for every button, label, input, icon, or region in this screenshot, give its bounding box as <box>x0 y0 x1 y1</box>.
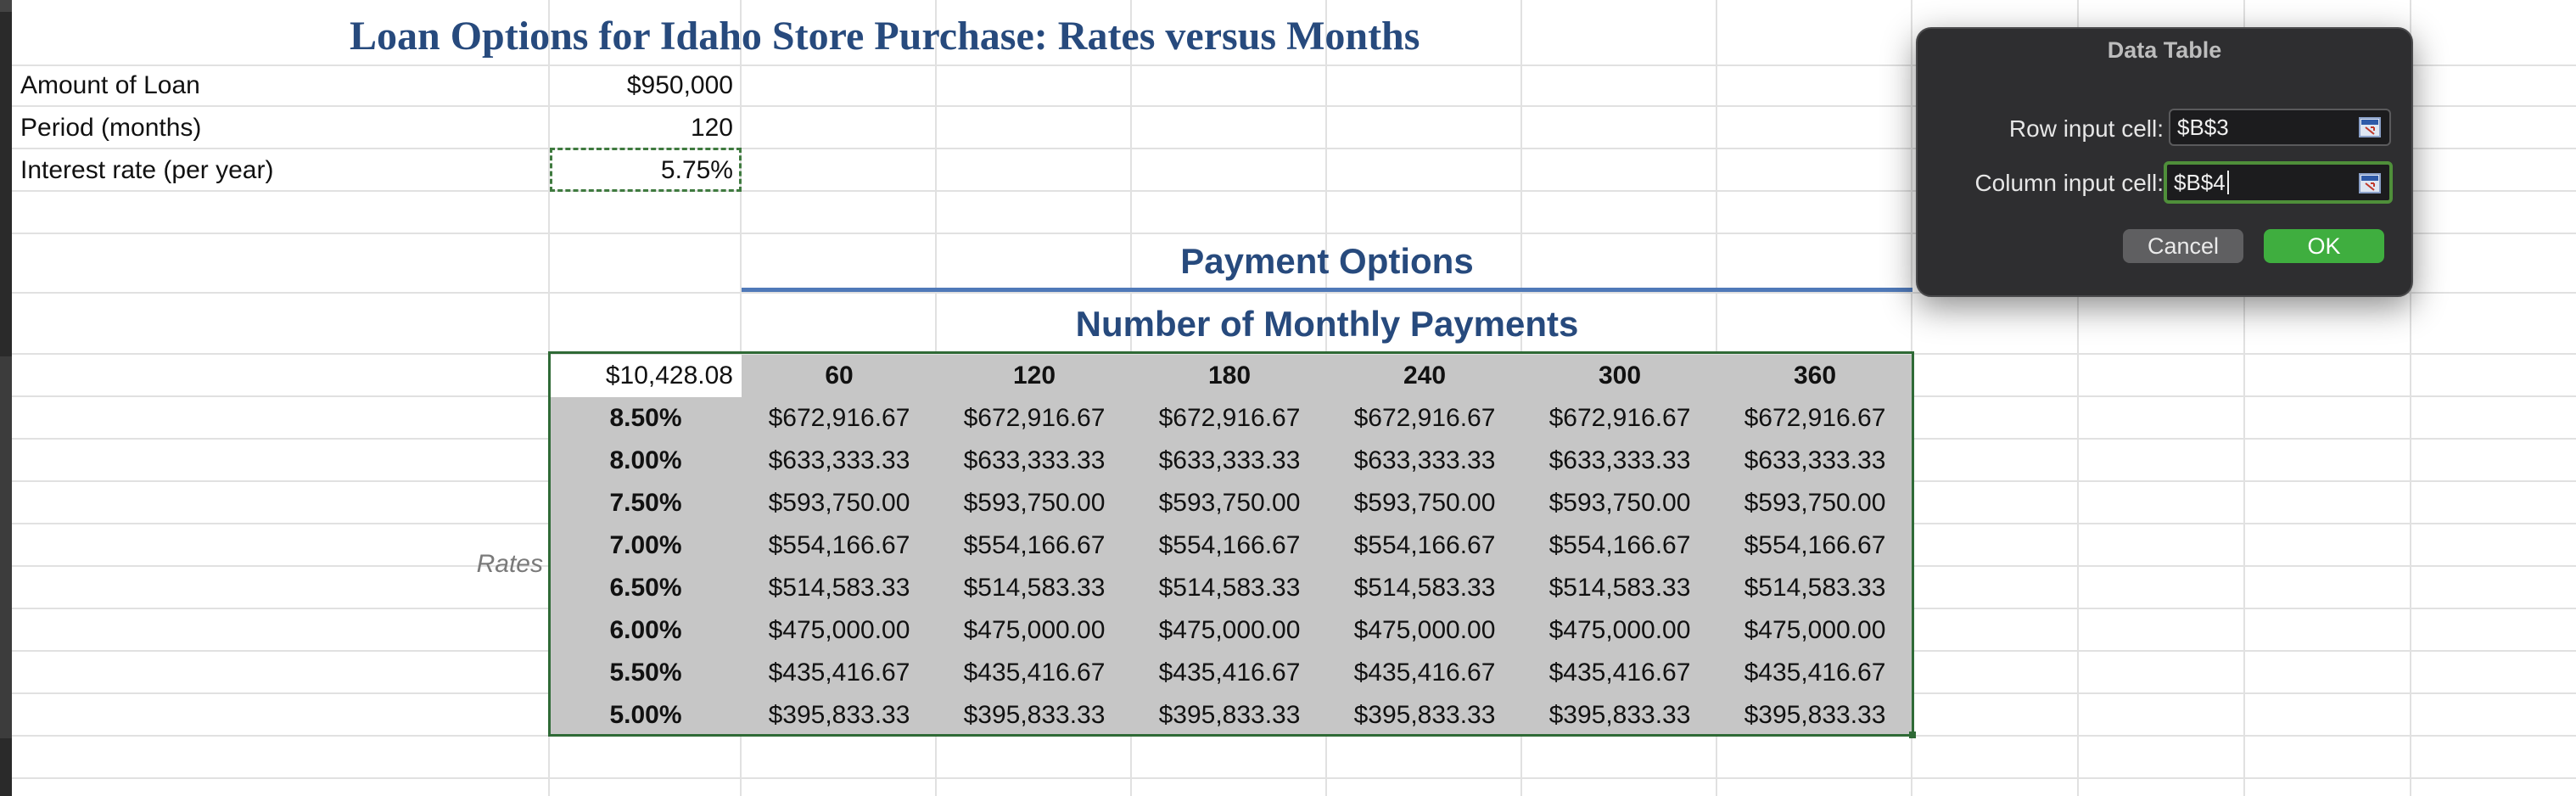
payment-cell[interactable]: $633,333.33 <box>768 446 910 474</box>
payment-options-heading: Payment Options <box>1180 241 1474 281</box>
rate-cell[interactable]: 6.00% <box>609 616 682 644</box>
table-fill <box>742 355 1912 735</box>
column-input-label: Column input cell: <box>1974 170 2164 196</box>
dialog-title: Data Table <box>2107 37 2222 63</box>
payment-cell[interactable]: $395,833.33 <box>963 701 1106 729</box>
row-input-field[interactable]: $B$3 <box>2169 109 2391 146</box>
range-picker-icon[interactable] <box>2359 117 2381 137</box>
rate-cell[interactable]: 7.50% <box>609 489 682 517</box>
payment-cell[interactable]: $395,833.33 <box>1744 701 1886 729</box>
rate-column-fill <box>550 397 742 735</box>
payment-cell[interactable]: $672,916.67 <box>1744 404 1886 432</box>
payment-cell[interactable]: $633,333.33 <box>1744 446 1886 474</box>
payment-cell[interactable]: $395,833.33 <box>1158 701 1301 729</box>
payment-cell[interactable]: $435,416.67 <box>1158 659 1301 687</box>
payment-cell[interactable]: $672,916.67 <box>963 404 1106 432</box>
rates-axis-label: Rates <box>476 550 543 578</box>
payment-cell[interactable]: $672,916.67 <box>1548 404 1691 432</box>
range-picker-icon[interactable] <box>2359 173 2381 193</box>
payment-cell[interactable]: $475,000.00 <box>768 616 910 644</box>
payment-cell[interactable]: $435,416.67 <box>1548 659 1691 687</box>
column-input-field[interactable]: $B$4 <box>2164 161 2393 204</box>
loan-amount-label[interactable]: Amount of Loan <box>20 71 200 99</box>
payment-cell[interactable]: $435,416.67 <box>963 659 1106 687</box>
period-value[interactable]: 120 <box>690 114 733 142</box>
text-cursor <box>2226 171 2229 194</box>
month-header[interactable]: 180 <box>1207 362 1252 390</box>
data-table-dialog: Data Table Row input cell: $B$3 Column i… <box>1916 27 2413 297</box>
monthly-payments-heading: Number of Monthly Payments <box>1075 304 1579 344</box>
payment-cell[interactable]: $554,166.67 <box>963 531 1106 559</box>
payment-cell[interactable]: $514,583.33 <box>1744 574 1886 602</box>
payment-cell[interactable]: $633,333.33 <box>963 446 1106 474</box>
payment-cell[interactable]: $475,000.00 <box>1548 616 1691 644</box>
rate-cell[interactable]: 8.00% <box>609 446 682 474</box>
payment-cell[interactable]: $593,750.00 <box>768 489 910 517</box>
fill-handle[interactable] <box>1909 732 1916 738</box>
month-header[interactable]: 300 <box>1598 362 1642 390</box>
payment-cell[interactable]: $475,000.00 <box>1353 616 1496 644</box>
cancel-button[interactable]: Cancel <box>2123 229 2243 263</box>
payment-cell[interactable]: $554,166.67 <box>768 531 910 559</box>
payment-cell[interactable]: $395,833.33 <box>768 701 910 729</box>
payment-cell[interactable]: $514,583.33 <box>1548 574 1691 602</box>
payment-cell[interactable]: $395,833.33 <box>1548 701 1691 729</box>
payment-cell[interactable]: $475,000.00 <box>963 616 1106 644</box>
payment-cell[interactable]: $672,916.67 <box>1353 404 1496 432</box>
row-input-label: Row input cell: <box>2008 115 2164 142</box>
rate-cell[interactable]: 6.50% <box>609 574 682 602</box>
payment-cell[interactable]: $554,166.67 <box>1158 531 1301 559</box>
payment-cell[interactable]: $514,583.33 <box>1353 574 1496 602</box>
rate-cell[interactable]: 7.00% <box>609 531 682 559</box>
loan-amount-value[interactable]: $950,000 <box>626 71 733 99</box>
sheet-title: Loan Options for Idaho Store Purchase: R… <box>350 13 1420 59</box>
payment-cell[interactable]: $514,583.33 <box>963 574 1106 602</box>
payment-cell[interactable]: $395,833.33 <box>1353 701 1496 729</box>
month-header[interactable]: 60 <box>825 362 854 390</box>
payment-cell[interactable]: $514,583.33 <box>768 574 910 602</box>
payment-cell[interactable]: $435,416.67 <box>768 659 910 687</box>
month-header[interactable]: 240 <box>1403 362 1447 390</box>
month-header[interactable]: 360 <box>1793 362 1837 390</box>
formula-corner-cell[interactable]: $10,428.08 <box>550 355 742 397</box>
payment-cell[interactable]: $435,416.67 <box>1353 659 1496 687</box>
payment-cell[interactable]: $593,750.00 <box>1548 489 1691 517</box>
interest-rate-value[interactable]: 5.75% <box>660 156 733 184</box>
payment-cell[interactable]: $633,333.33 <box>1548 446 1691 474</box>
month-header[interactable]: 120 <box>1012 362 1056 390</box>
interest-rate-label[interactable]: Interest rate (per year) <box>20 156 274 184</box>
rate-cell[interactable]: 5.50% <box>609 659 682 687</box>
payment-cell[interactable]: $633,333.33 <box>1158 446 1301 474</box>
payment-cell[interactable]: $633,333.33 <box>1353 446 1496 474</box>
row-input-value: $B$3 <box>2177 114 2229 140</box>
copy-marquee <box>550 148 742 192</box>
payment-cell[interactable]: $554,166.67 <box>1353 531 1496 559</box>
payment-cell[interactable]: $593,750.00 <box>1353 489 1496 517</box>
payment-cell[interactable]: $554,166.67 <box>1548 531 1691 559</box>
rate-cell[interactable]: 8.50% <box>609 404 682 432</box>
payment-cell[interactable]: $435,416.67 <box>1744 659 1886 687</box>
row-header-strip <box>0 0 12 796</box>
payment-cell[interactable]: $554,166.67 <box>1744 531 1886 559</box>
payment-cell[interactable]: $672,916.67 <box>768 404 910 432</box>
payment-cell[interactable]: $593,750.00 <box>963 489 1106 517</box>
payment-cell[interactable]: $593,750.00 <box>1744 489 1886 517</box>
payment-cell[interactable]: $514,583.33 <box>1158 574 1301 602</box>
payment-cell[interactable]: $475,000.00 <box>1158 616 1301 644</box>
ok-button[interactable]: OK <box>2264 229 2384 263</box>
selection-border <box>548 351 1914 737</box>
payment-cell[interactable]: $475,000.00 <box>1744 616 1886 644</box>
payment-cell[interactable]: $593,750.00 <box>1158 489 1301 517</box>
heading-rule <box>742 288 1912 292</box>
rate-cell[interactable]: 5.00% <box>609 701 682 729</box>
column-input-value: $B$4 <box>2174 169 2226 195</box>
period-label[interactable]: Period (months) <box>20 114 202 142</box>
payment-cell[interactable]: $672,916.67 <box>1158 404 1301 432</box>
